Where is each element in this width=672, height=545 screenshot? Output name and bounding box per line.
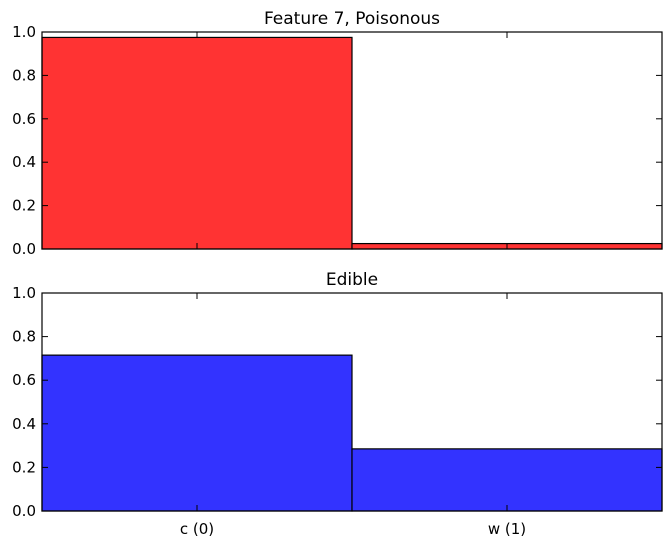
axes-frame [41, 31, 663, 250]
bar-edible-0 [41, 354, 353, 512]
y-tick-label: 0.4 [12, 415, 36, 433]
y-tick-label: 1.0 [12, 284, 36, 302]
y-tick-label: 0.0 [12, 240, 36, 258]
y-tick-label: 1.0 [12, 23, 36, 41]
edible-title: Edible [326, 270, 378, 290]
y-tick-label: 0.8 [12, 66, 36, 84]
y-tick-label: 0.2 [12, 197, 36, 215]
bar-edible-1 [351, 448, 663, 512]
x-tick-label: c (0) [180, 520, 214, 538]
y-tick-label: 0.6 [12, 110, 36, 128]
y-tick-label: 0.0 [12, 502, 36, 520]
edible-panel: Edible 0.0 0.2 0.4 0.6 0.8 1.0 c (0) w (1) [12, 270, 663, 538]
y-tick-label: 0.2 [12, 458, 36, 476]
poisonous-panel: Feature 7, Poisonous 0.0 0.2 0.4 0.6 0.8 1.0 [12, 9, 663, 258]
y-tick-label: 0.4 [12, 153, 36, 171]
y-tick-label: 0.8 [12, 328, 36, 346]
y-tick-label: 0.6 [12, 371, 36, 389]
poisonous-title: Feature 7, Poisonous [264, 9, 440, 29]
axes-frame [41, 292, 663, 512]
x-tick-label: w (1) [488, 520, 526, 538]
bar-poisonous-0 [41, 36, 353, 250]
